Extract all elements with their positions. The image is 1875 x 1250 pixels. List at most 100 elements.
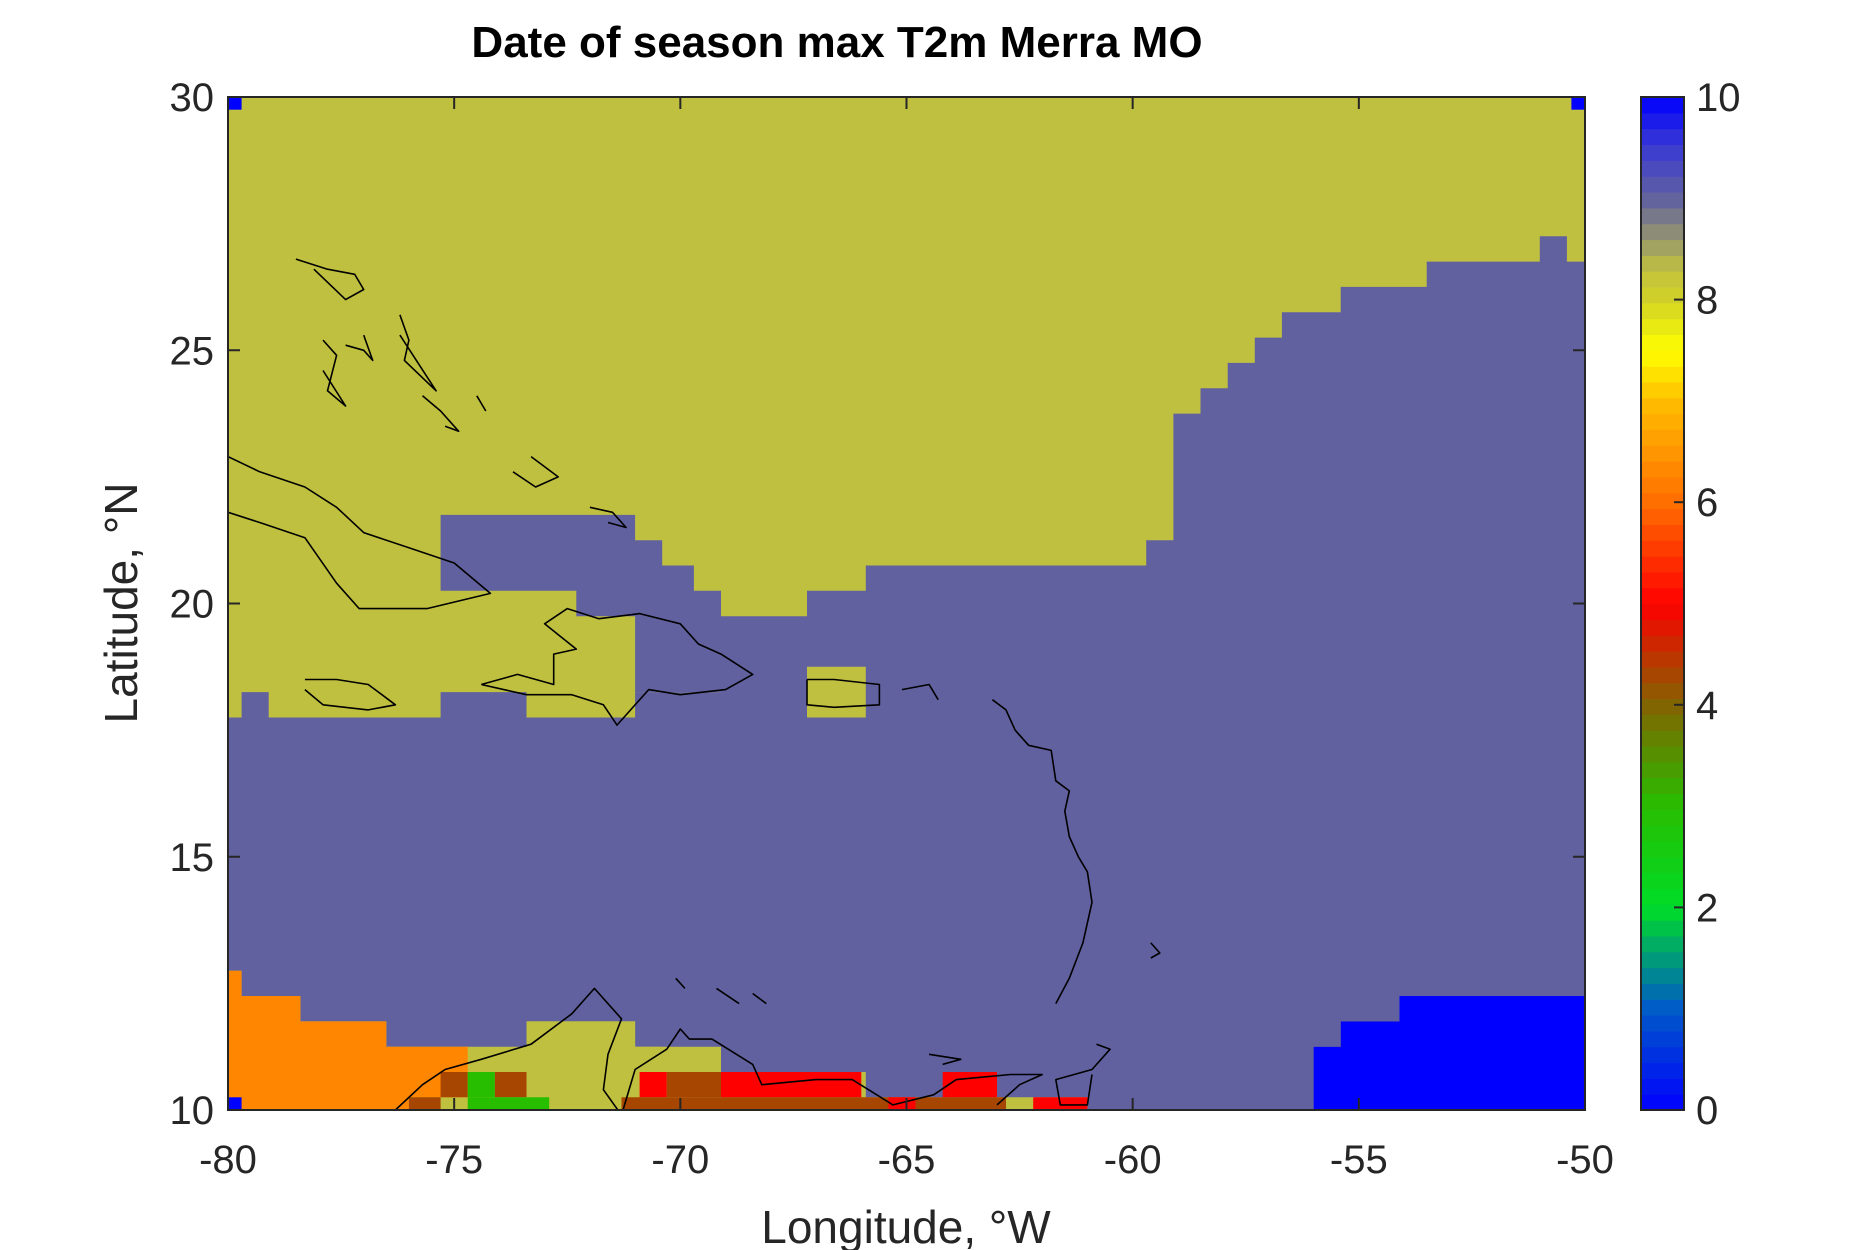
colorbar-step bbox=[1641, 872, 1684, 890]
coastline-3 bbox=[399, 314, 437, 392]
colorbar-step bbox=[1641, 461, 1684, 478]
y-tick-label: 30 bbox=[170, 76, 215, 120]
coastline-14 bbox=[1150, 942, 1161, 959]
value-region-5 bbox=[440, 1072, 468, 1098]
colorbar-step bbox=[1641, 207, 1684, 225]
colorbar-frame bbox=[1640, 96, 1685, 1111]
colorbar-step bbox=[1641, 492, 1684, 510]
colorbar-step bbox=[1641, 128, 1684, 146]
colorbar-step bbox=[1641, 540, 1684, 557]
colorbar-step bbox=[1641, 144, 1684, 161]
colorbar-tick-label: 8 bbox=[1696, 279, 1718, 323]
x-axis-label: Longitude, °W bbox=[761, 1201, 1051, 1250]
x-tick-label: -50 bbox=[1556, 1138, 1614, 1182]
x-axis-ticks: -80 -75 -70 -65 -60 -55 -50 bbox=[199, 97, 1614, 1182]
colorbar-step bbox=[1641, 255, 1684, 272]
colorbar-step bbox=[1641, 350, 1684, 367]
y-tick-label: 20 bbox=[170, 583, 215, 627]
y-axis-label: Latitude, °N bbox=[95, 483, 147, 724]
colorbar-step bbox=[1641, 556, 1684, 573]
value-region-8 bbox=[467, 1097, 550, 1110]
value-region-17 bbox=[1313, 996, 1585, 1110]
colorbar-step bbox=[1641, 761, 1684, 779]
colorbar-ticks: 0 2 4 6 8 10 bbox=[1674, 76, 1741, 1133]
colorbar-step bbox=[1641, 524, 1684, 541]
colorbar-step bbox=[1641, 888, 1684, 905]
value-region-1 bbox=[440, 514, 721, 693]
colorbar-step bbox=[1641, 904, 1684, 921]
colorbar-step bbox=[1641, 666, 1684, 684]
coastline-1 bbox=[322, 339, 347, 407]
colorbar-step bbox=[1641, 413, 1684, 430]
colorbar-step bbox=[1641, 366, 1684, 383]
coastline-13 bbox=[991, 699, 1093, 1004]
colorbar-step bbox=[1641, 587, 1684, 605]
colorbar-step bbox=[1641, 302, 1684, 320]
coastline-9 bbox=[304, 678, 397, 711]
colorbar-step bbox=[1641, 160, 1684, 177]
y-tick-label: 15 bbox=[170, 836, 215, 880]
colorbar-step bbox=[1641, 429, 1684, 446]
coastline-2 bbox=[345, 334, 374, 362]
colorbar-step bbox=[1641, 825, 1684, 842]
colorbar-step bbox=[1641, 1078, 1684, 1095]
colorbar-step bbox=[1641, 856, 1684, 874]
value-region-19 bbox=[1571, 97, 1585, 110]
colorbar-step bbox=[1641, 745, 1684, 763]
value-region-6 bbox=[467, 1072, 495, 1098]
colorbar-step bbox=[1641, 508, 1684, 525]
colorbar-step bbox=[1641, 191, 1684, 209]
value-region-3 bbox=[228, 970, 468, 1110]
coastline-18 bbox=[716, 987, 740, 1005]
colorbar-step bbox=[1641, 730, 1684, 747]
x-tick-label: -80 bbox=[199, 1138, 257, 1182]
value-region-18 bbox=[228, 97, 242, 110]
coastline-5 bbox=[476, 395, 487, 412]
colorbar-step bbox=[1641, 999, 1684, 1016]
colorbar-step bbox=[1641, 603, 1684, 620]
colorbar-step bbox=[1641, 698, 1684, 715]
colorbar-step bbox=[1641, 951, 1684, 969]
colorbar-step bbox=[1641, 445, 1684, 462]
colorbar-step bbox=[1641, 1094, 1684, 1111]
coastline-11 bbox=[806, 678, 881, 709]
coastline-15 bbox=[1055, 1043, 1111, 1106]
value-region-11 bbox=[666, 1072, 721, 1098]
y-axis-ticks: 10 15 20 25 30 bbox=[170, 76, 1585, 1133]
plot-area: -80 -75 -70 -65 -60 -55 -50 10 15 20 25 30 bbox=[170, 76, 1614, 1182]
colorbar-step bbox=[1641, 397, 1684, 415]
colorbar-step bbox=[1641, 176, 1684, 193]
colorbar-step bbox=[1641, 318, 1684, 336]
y-tick-label: 25 bbox=[170, 329, 215, 373]
colorbar-step bbox=[1641, 682, 1684, 700]
coastline-4 bbox=[421, 395, 460, 433]
coastline-20 bbox=[928, 1053, 962, 1066]
colorbar-step bbox=[1641, 793, 1684, 810]
colorbar-step bbox=[1641, 714, 1684, 731]
colorbar-step bbox=[1641, 97, 1684, 114]
colorbar-step bbox=[1641, 381, 1684, 399]
colorbar-step bbox=[1641, 112, 1684, 130]
colorbar-step bbox=[1641, 619, 1684, 636]
value-region-9 bbox=[408, 1097, 441, 1110]
coastline-10 bbox=[481, 607, 754, 726]
colorbar-gradient bbox=[1641, 97, 1684, 1111]
colorbar-step bbox=[1641, 334, 1684, 351]
colorbar-step bbox=[1641, 476, 1684, 494]
colorbar-step bbox=[1641, 571, 1684, 589]
colorbar-step bbox=[1641, 809, 1684, 826]
value-region-12 bbox=[621, 1097, 1006, 1110]
colorbar-tick-label: 2 bbox=[1696, 886, 1718, 930]
value-region-15 bbox=[888, 1097, 916, 1110]
colorbar-step bbox=[1641, 239, 1684, 256]
colorbar-step bbox=[1641, 1062, 1684, 1079]
coastline-8 bbox=[228, 455, 492, 610]
coastline-16 bbox=[354, 987, 1043, 1110]
colorbar-step bbox=[1641, 920, 1684, 937]
x-tick-label: -55 bbox=[1330, 1138, 1388, 1182]
colorbar-step bbox=[1641, 777, 1684, 795]
value-region-2 bbox=[807, 666, 866, 718]
coastline-0 bbox=[295, 258, 365, 301]
coastline-12 bbox=[901, 683, 939, 701]
